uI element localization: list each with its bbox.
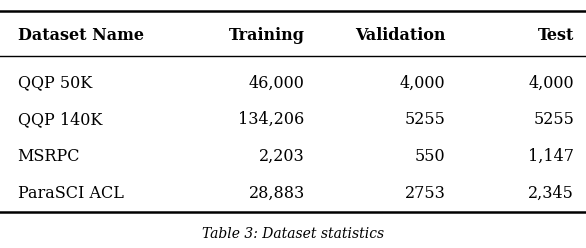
Text: 550: 550: [415, 148, 445, 165]
Text: 134,206: 134,206: [239, 111, 305, 128]
Text: 5255: 5255: [404, 111, 445, 128]
Text: 4,000: 4,000: [400, 75, 445, 92]
Text: 5255: 5255: [533, 111, 574, 128]
Text: Dataset Name: Dataset Name: [18, 28, 144, 44]
Text: Test: Test: [538, 28, 574, 44]
Text: MSRPC: MSRPC: [18, 148, 80, 165]
Text: Validation: Validation: [355, 28, 445, 44]
Text: 46,000: 46,000: [249, 75, 305, 92]
Text: 1,147: 1,147: [529, 148, 574, 165]
Text: Table 3: Dataset statistics: Table 3: Dataset statistics: [202, 227, 384, 241]
Text: 2,203: 2,203: [259, 148, 305, 165]
Text: ParaSCI ACL: ParaSCI ACL: [18, 185, 124, 202]
Text: Training: Training: [229, 28, 305, 44]
Text: 2,345: 2,345: [529, 185, 574, 202]
Text: QQP 50K: QQP 50K: [18, 75, 92, 92]
Text: QQP 140K: QQP 140K: [18, 111, 102, 128]
Text: 2753: 2753: [404, 185, 445, 202]
Text: 4,000: 4,000: [529, 75, 574, 92]
Text: 28,883: 28,883: [248, 185, 305, 202]
